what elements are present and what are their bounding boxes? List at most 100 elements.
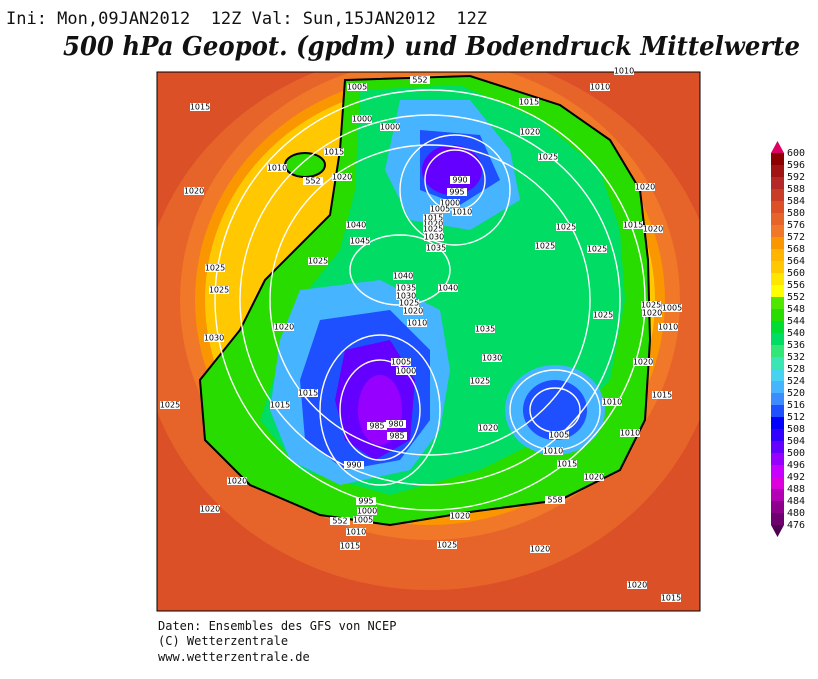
isobar-label: 990 [346, 461, 361, 470]
isobar-label-bg [160, 401, 180, 409]
isobar-label: 1030 [204, 334, 224, 343]
isobar-label: 1000 [357, 507, 377, 516]
isobar-label-bg [620, 429, 640, 437]
colorbar-label: 508 [787, 424, 805, 435]
isobar-label: 980 [388, 420, 403, 429]
isobar-label-bg [530, 545, 550, 553]
colorbar-label: 560 [787, 268, 805, 279]
isobar-label-bg [303, 177, 323, 185]
colorbar-segment [771, 405, 784, 417]
isobar-label-bg [450, 176, 470, 184]
isobar-label: 1020 [332, 173, 352, 182]
colorbar-label: 536 [787, 340, 805, 351]
isobar-label: 1035 [475, 325, 495, 334]
isobar-label-bg [352, 115, 372, 123]
colorbar-label: 512 [787, 412, 805, 423]
isobar-label: 1035 [426, 244, 446, 253]
colorbar-label: 588 [787, 184, 805, 195]
colorbar-segment [771, 357, 784, 369]
isobar-label: 1020 [403, 307, 423, 316]
isobar-label: 1010 [267, 164, 287, 173]
isobar-label: 1005 [430, 205, 450, 214]
isobar-label-bg [274, 323, 294, 331]
isobar-label: 1025 [308, 257, 328, 266]
colorbar-segment [771, 453, 784, 465]
colorbar-segment [771, 297, 784, 309]
isobar-label-bg [423, 214, 443, 222]
colorbar-label: 488 [787, 484, 805, 495]
colorbar-segment [771, 333, 784, 345]
isobar-label: 1020 [584, 473, 604, 482]
isobar-label: 1020 [635, 183, 655, 192]
isobar-label-bg [593, 311, 613, 319]
colorbar-segment [771, 189, 784, 201]
isobar-label-bg [549, 431, 569, 439]
colorbar-label: 568 [787, 244, 805, 255]
isobar-label: 1030 [396, 292, 416, 301]
isobar-label-bg [437, 541, 457, 549]
isobar-label-bg [447, 188, 467, 196]
run-info: Ini: Mon,09JAN2012 12Z Val: Sun,15JAN201… [6, 9, 487, 29]
colorbar-label: 524 [787, 376, 805, 387]
isobar-label-bg [367, 422, 387, 430]
isobar-label-bg [330, 517, 350, 525]
isobar-label: 1025 [399, 299, 419, 308]
isobar-label-bg [200, 505, 220, 513]
isobar-label-bg [396, 292, 416, 300]
isobar-label-bg [347, 83, 367, 91]
colorbar-label: 476 [787, 520, 805, 531]
colorbar-label: 500 [787, 448, 805, 459]
isobar-label: 1005 [391, 358, 411, 367]
isobar-label: 1010 [452, 208, 472, 217]
isobar-label-bg [623, 221, 643, 229]
isobar-label: 1000 [352, 115, 372, 124]
isobar-label: 1010 [590, 83, 610, 92]
isobar-label-bg [662, 304, 682, 312]
isobar-label-bg [209, 286, 229, 294]
isobar-label-bg [520, 128, 540, 136]
colorbar-label: 528 [787, 364, 805, 375]
isobar-label: 1015 [661, 594, 681, 603]
colorbar-label: 496 [787, 460, 805, 471]
colorbar-label: 592 [787, 172, 805, 183]
isobar-label-bg [423, 225, 443, 233]
isobar-label: 1020 [520, 128, 540, 137]
isobar-label: 1015 [340, 542, 360, 551]
isobar-label: 1020 [643, 225, 663, 234]
isobar-label: 1020 [200, 505, 220, 514]
isobar-label-bg [430, 205, 450, 213]
isobar-label-bg [346, 221, 366, 229]
map-frame [156, 71, 701, 612]
isobar-label-bg [535, 242, 555, 250]
isobar-label: 1015 [298, 389, 318, 398]
colorbar-segment [771, 213, 784, 225]
isobar-label-bg [353, 516, 373, 524]
isobar-label-bg [478, 424, 498, 432]
colorbar-label: 600 [787, 148, 805, 159]
isobar-label-bg [403, 307, 423, 315]
isobar-label-bg [380, 123, 400, 131]
isobar-label: 558 [547, 496, 562, 505]
colorbar-label: 484 [787, 496, 805, 507]
footer-line: Daten: Ensembles des GFS von NCEP [158, 619, 396, 633]
isobar-label: 1020 [478, 424, 498, 433]
isobar-label: 1020 [423, 220, 443, 229]
colorbar-segment [771, 261, 784, 273]
colorbar-label: 584 [787, 196, 805, 207]
isobar-label-bg [482, 354, 502, 362]
isobar-label-bg [642, 309, 662, 317]
isobar-label-bg [340, 542, 360, 550]
colorbar-segment [771, 345, 784, 357]
isobar-label-bg [635, 183, 655, 191]
map [157, 72, 700, 611]
isobar-label-bg [584, 473, 604, 481]
colorbar-segment [771, 417, 784, 429]
colorbar-label: 540 [787, 328, 805, 339]
colorbar-label: 556 [787, 280, 805, 291]
isobar-label: 1045 [350, 237, 370, 246]
isobar-label: 1025 [205, 264, 225, 273]
isobar-label: 1010 [620, 429, 640, 438]
isobar-label: 1040 [346, 221, 366, 230]
isobar-label-bg [423, 220, 443, 228]
isobar-label-bg [426, 244, 446, 252]
